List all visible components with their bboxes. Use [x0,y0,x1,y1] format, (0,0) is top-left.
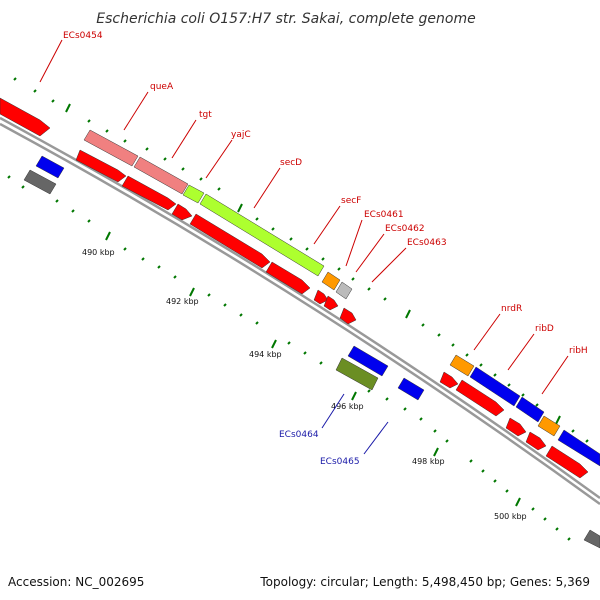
gene-label-ECs0465: ECs0465 [320,457,360,467]
feature-ribD-gene-2 [515,396,545,423]
gene-label-yajC: yajC [231,130,251,140]
label-leaders-red [39,39,569,395]
scale-label-492: 492 kbp [166,297,199,306]
cds-ECs0462 [323,295,339,311]
feature-ribH-gene [557,429,600,467]
cds-secD [189,213,271,269]
feature-tgt-gene [133,156,189,195]
feature-ECs0464-olive [335,357,379,391]
feature-secD-gene [199,193,325,277]
map-title: Escherichia coli O157:H7 str. Sakai, com… [96,11,475,27]
gene-label-secD: secD [280,158,302,168]
cds-secF [265,261,311,295]
feature-blue-left [35,155,65,179]
outer-tick-ring [13,77,589,443]
gene-label-ribH: ribH [569,346,588,356]
feature-dark-gray-right [583,529,600,549]
genome-backbone [0,116,600,506]
feature-ECs0465-blue [397,377,425,401]
scale-label-490: 490 kbp [82,248,115,257]
feature-ECs0461-gene [335,281,353,300]
genome-summary-text: Topology: circular; Length: 5,498,450 bp… [259,575,590,589]
feature-nrdR-gene [449,354,475,377]
cds-ECs0461 [313,289,329,305]
cds-row [75,149,589,479]
gene-label-queA: queA [150,82,174,92]
gene-label-ECs0464: ECs0464 [279,430,319,440]
cds-nrdR [439,371,459,389]
scale-labels: 490 kbp 492 kbp 494 kbp 496 kbp 498 kbp … [82,248,527,521]
feature-ribH-orange [537,415,561,437]
gene-labels: ECs0454 queA tgt yajC secD secF ECs0461 … [63,31,588,467]
accession-text: Accession: NC_002695 [8,575,144,589]
inner-tick-ring [7,175,571,541]
gene-label-nrdR: nrdR [501,304,522,314]
feature-ribD-gene [469,366,521,407]
cds-queA [75,149,127,183]
feature-ECs0464-blue [347,345,389,377]
gene-label-tgt: tgt [199,110,212,120]
cds-ribD [455,379,505,417]
cds-ECs0463 [339,307,357,325]
gene-label-ECs0461: ECs0461 [364,210,404,220]
cds-tgt [121,175,177,211]
gene-label-ribD: ribD [535,324,554,334]
gene-label-ECs0463: ECs0463 [407,238,447,248]
gene-label-ECs0454: ECs0454 [63,31,103,41]
scale-label-494: 494 kbp [249,350,282,359]
reverse-strand-features [23,155,600,549]
feature-yajC-gene [182,184,205,204]
cds-ribD-2 [505,417,527,437]
scale-label-498: 498 kbp [412,457,445,466]
cds-ribD-3 [525,431,547,451]
cds-yajC [171,203,193,221]
feature-secF-gene [321,271,341,291]
label-leaders-blue [321,393,389,455]
gene-label-ECs0462: ECs0462 [385,224,425,234]
cds-ribH [545,445,589,479]
scale-label-496: 496 kbp [331,402,364,411]
feature-ECs0454-cds [0,97,51,137]
feature-queA-gene [83,129,139,167]
feature-dark-gray-left [23,169,57,195]
forward-strand-features [0,97,600,467]
gene-label-secF: secF [341,196,361,206]
scale-label-500: 500 kbp [494,512,527,521]
